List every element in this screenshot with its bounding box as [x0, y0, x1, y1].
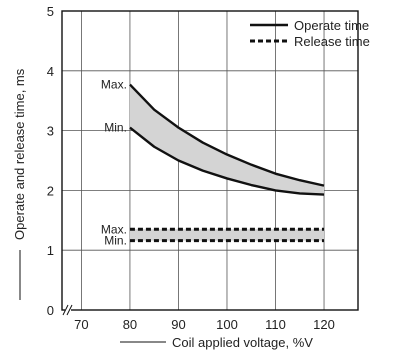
- axis-break-mark-1: [62, 304, 69, 316]
- y-axis-label: Operate and release time, ms: [12, 68, 27, 240]
- band-0: [129, 84, 325, 195]
- x-tick-label: 100: [216, 317, 238, 332]
- x-axis-label: Coil applied voltage, %V: [172, 335, 313, 350]
- band-1: [129, 229, 325, 241]
- x-tick-label: 110: [265, 317, 286, 332]
- x-tick-label: 90: [171, 317, 185, 332]
- annotations: Max.Min.Max.Min.: [101, 78, 127, 248]
- plot-border: [61, 10, 359, 311]
- y-tick-label: 3: [47, 124, 54, 139]
- axis-labels: Coil applied voltage, %V Operate and rel…: [12, 68, 313, 350]
- legend-label-1: Release time: [294, 34, 370, 49]
- annotation-max: Max.: [101, 78, 127, 92]
- grid: [62, 11, 358, 310]
- y-tick-label: 4: [47, 64, 54, 79]
- legend-label-0: Operate time: [294, 18, 369, 33]
- y-tick-label: 0: [47, 303, 54, 318]
- shaded-bands: [129, 84, 325, 241]
- series-line-1: [129, 126, 325, 196]
- axis-break-gap: [65, 304, 71, 316]
- x-tick-label: 70: [74, 317, 88, 332]
- series-line-0: [129, 83, 325, 187]
- annotation-max: Max.: [101, 222, 127, 236]
- y-tick-label: 5: [47, 4, 54, 19]
- annotation-min: Min.: [104, 234, 127, 248]
- tick-labels: 0 1 2 3 4 5 70 80 90 100 110 120: [47, 4, 335, 332]
- plot-frame: [61, 10, 359, 316]
- axis-break-mark-2: [66, 304, 73, 316]
- x-tick-label: 80: [123, 317, 137, 332]
- series-lines: [129, 83, 325, 243]
- y-tick-label: 1: [47, 243, 54, 258]
- y-tick-label: 2: [47, 183, 54, 198]
- annotation-min: Min.: [104, 121, 127, 135]
- x-tick-label: 120: [313, 317, 335, 332]
